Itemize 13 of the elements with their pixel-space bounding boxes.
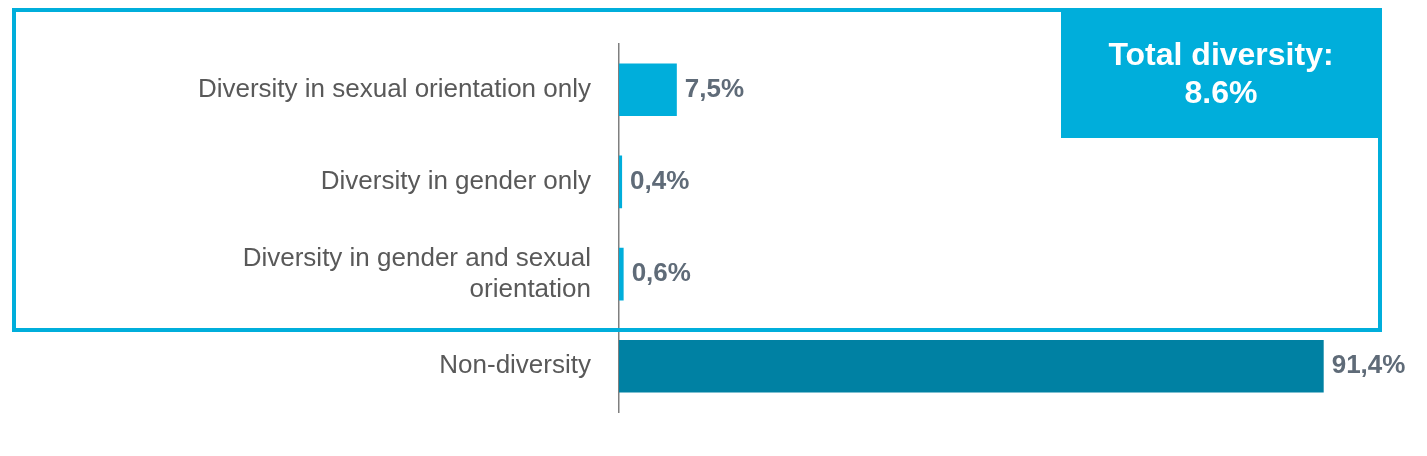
data-label: 7,5%	[684, 72, 745, 103]
data-label: 91,4%	[1331, 349, 1406, 380]
y-tick-label: Diversity in sexual orientation only	[197, 72, 591, 103]
bar	[619, 247, 624, 301]
bar	[619, 155, 623, 209]
annotation: Total diversity: 8.6%	[1061, 8, 1381, 138]
bar	[619, 340, 1324, 393]
y-tick-label: Diversity in gender only	[320, 165, 591, 196]
data-label: 0,6%	[631, 257, 691, 288]
y-tick-label: Non-diversity	[439, 349, 591, 380]
y-tick-label: Diversity in gender and sexual orientation	[242, 241, 591, 303]
data-label: 0,4%	[630, 165, 690, 196]
bar	[619, 63, 677, 116]
